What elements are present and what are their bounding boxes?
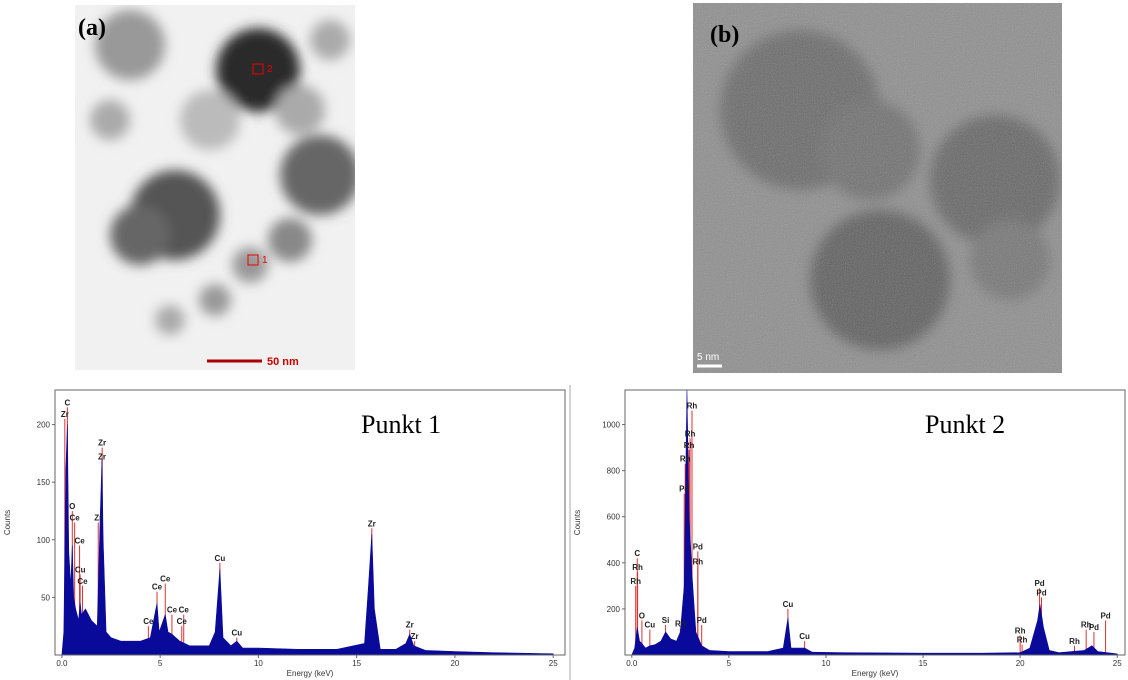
marker-label: 1: [262, 255, 268, 266]
chart-title: Punkt 1: [361, 410, 441, 439]
marker-box: [252, 63, 264, 75]
y-tick-label: 200: [37, 421, 51, 430]
x-tick-label: 0.0: [56, 659, 68, 668]
peak-label: Ce: [167, 606, 178, 615]
x-axis-label: Energy (keV): [852, 669, 899, 678]
marker-label: 2: [267, 64, 273, 75]
peak-label: Pd: [1036, 588, 1046, 597]
x-tick-label: 15: [352, 659, 361, 668]
peak-label: Cu: [645, 621, 656, 630]
y-tick-label: 150: [37, 478, 51, 487]
peak-label: Pd: [697, 616, 707, 625]
x-tick-label: 20: [450, 659, 459, 668]
peak-label: Rh: [1081, 621, 1092, 630]
peak-label: Ce: [143, 617, 154, 626]
spectrum: [631, 390, 1118, 655]
x-tick-label: 20: [1016, 659, 1025, 668]
x-tick-label: 15: [919, 659, 928, 668]
peak-label: Ce: [74, 537, 85, 546]
peak-label: Zr: [61, 410, 69, 419]
peak-label: Zr: [98, 439, 106, 448]
peak-label: C: [64, 398, 70, 407]
peak-label: Cu: [215, 554, 226, 563]
peak-label: Cu: [783, 600, 794, 609]
peak-label: Rh: [680, 455, 691, 464]
x-tick-label: 25: [1113, 659, 1122, 668]
x-tick-label: 10: [254, 659, 263, 668]
peak-label: Zr: [368, 519, 376, 528]
y-axis-label: Counts: [573, 510, 582, 535]
peak-label: Pd: [693, 542, 703, 551]
peak-label: Ce: [77, 577, 88, 586]
plot-frame: [624, 389, 1126, 656]
peak-label: Rh: [632, 563, 643, 572]
peak-label: Pd: [1089, 623, 1099, 632]
y-tick-label: 800: [607, 467, 621, 476]
peak-label: O: [69, 502, 75, 511]
peak-label: Rh: [685, 429, 696, 438]
y-tick-label: 200: [607, 605, 621, 614]
scale-label: 50 nm: [267, 356, 299, 368]
x-tick-label: 10: [822, 659, 831, 668]
y-tick-label: 600: [607, 513, 621, 522]
peak-label: Zr: [406, 621, 414, 630]
scale-label: 5 nm: [697, 352, 719, 363]
peak-label: Cu: [799, 632, 810, 641]
peak-label: Ce: [152, 583, 163, 592]
peak-label: Ce: [160, 575, 171, 584]
peak-label: Ce: [177, 617, 188, 626]
peak-label: Si: [662, 616, 670, 625]
peak-label: Ce: [70, 514, 81, 523]
peak-label: O: [639, 611, 645, 620]
y-tick-label: 100: [37, 536, 51, 545]
chart-title: Punkt 2: [925, 410, 1005, 439]
y-tick-label: 1000: [602, 421, 620, 430]
peak-label: Cu: [75, 565, 86, 574]
image-b: 5 nm: [693, 3, 1062, 373]
peak-label: Rh: [687, 402, 698, 411]
marker-box: [247, 254, 259, 266]
peak-label: Rh: [675, 620, 686, 629]
peak-label: Pd: [679, 485, 689, 494]
peak-label: Ce: [179, 606, 190, 615]
peak-label: Pd: [1034, 579, 1044, 588]
plot-frame: [54, 389, 566, 656]
y-tick-label: 50: [41, 593, 50, 602]
peak-label: Rh: [692, 557, 703, 566]
x-tick-label: 0.0: [626, 659, 638, 668]
panel-label: (a): [78, 15, 106, 41]
panel-label: (b): [710, 22, 739, 48]
peak-label: Zr: [411, 632, 419, 641]
x-tick-label: 5: [158, 659, 163, 668]
y-axis-label: Counts: [3, 510, 12, 535]
peak-label: Zr: [98, 452, 106, 461]
image-a: 2 1 50 nm: [75, 5, 355, 370]
peak-label: Rh: [1015, 626, 1026, 635]
peak-label: Rh: [630, 577, 641, 586]
peak-label: Rh: [1069, 637, 1080, 646]
y-tick-label: 400: [607, 559, 621, 568]
spectrum: [61, 424, 554, 655]
x-tick-label: 5: [727, 659, 732, 668]
x-axis-label: Energy (keV): [287, 669, 334, 678]
peak-label: Rh: [1017, 636, 1028, 645]
peak-label: Rh: [684, 441, 695, 450]
x-tick-label: 25: [549, 659, 558, 668]
peak-label: Zr: [94, 514, 102, 523]
peak-label: Cu: [231, 629, 242, 638]
peak-label: Pd: [1100, 611, 1110, 620]
peak-label: C: [634, 549, 640, 558]
